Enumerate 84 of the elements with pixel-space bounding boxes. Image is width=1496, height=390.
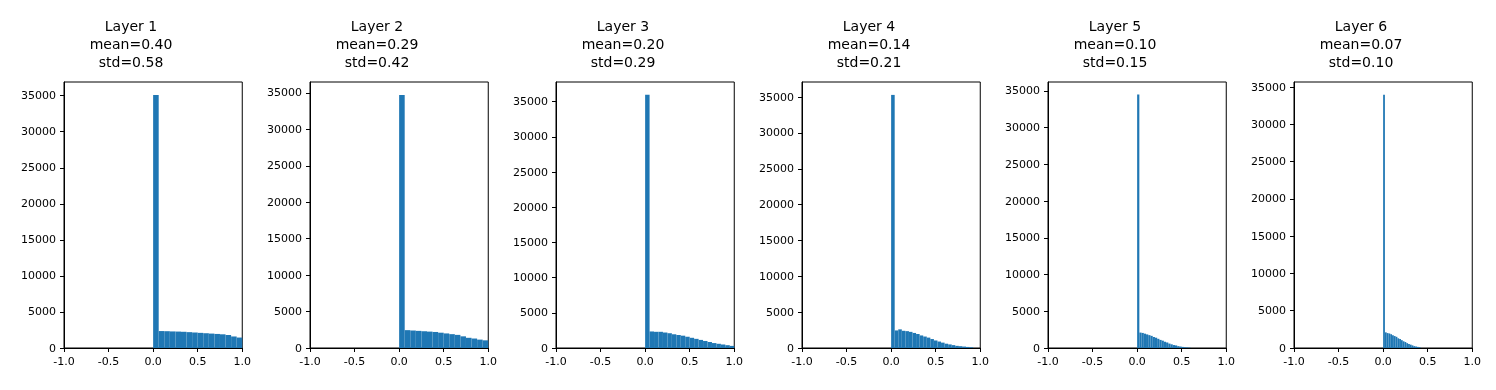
y-tick-label: 5000 <box>766 305 794 319</box>
x-tick-label: 1.0 <box>1217 355 1235 368</box>
x-tick-label: 1.0 <box>479 355 497 368</box>
x-tick-label: -0.5 <box>97 355 120 368</box>
y-tick-label: 15000 <box>759 233 794 247</box>
y-tick-label: 0 <box>787 341 794 355</box>
y-tick-label: 10000 <box>21 269 56 283</box>
chart-title: Layer 3 mean=0.20 std=0.29 <box>581 18 665 70</box>
y-tick-label: 0 <box>1279 341 1286 355</box>
y-tick-label: 20000 <box>267 195 302 209</box>
y-tick-label: 5000 <box>1258 304 1286 318</box>
y-tick-label: 0 <box>49 341 56 355</box>
x-tick-label: -1.0 <box>1037 355 1059 368</box>
x-tick-label: -1.0 <box>53 355 75 368</box>
x-tick-label: -0.5 <box>1327 355 1350 368</box>
x-tick-label: 0.0 <box>1128 355 1146 368</box>
y-tick-label: 25000 <box>1251 155 1286 169</box>
y-tick-label: 20000 <box>1251 192 1286 206</box>
y-tick-label: 20000 <box>513 200 548 214</box>
x-tick-label: -0.5 <box>835 355 858 368</box>
chart-title: Layer 6 mean=0.07 std=0.10 <box>1319 18 1403 70</box>
x-tick-label: 0.0 <box>390 355 408 368</box>
x-tick-label: -1.0 <box>545 355 567 368</box>
y-tick-label: 30000 <box>267 122 302 136</box>
chart-title: Layer 5 mean=0.10 std=0.15 <box>1073 18 1157 70</box>
y-tick-label: 20000 <box>21 197 56 211</box>
x-tick-label: -0.5 <box>343 355 366 368</box>
x-tick-label: -0.5 <box>589 355 612 368</box>
x-tick-label: 0.5 <box>1172 355 1191 368</box>
y-tick-label: 10000 <box>1005 268 1040 282</box>
y-tick-label: 5000 <box>28 305 56 319</box>
x-tick-label: -0.5 <box>1081 355 1104 368</box>
x-tick-label: 0.5 <box>188 355 207 368</box>
chart-title: Layer 1 mean=0.40 std=0.58 <box>89 18 173 70</box>
y-tick-label: 0 <box>1033 341 1040 355</box>
y-tick-label: 30000 <box>759 126 794 140</box>
x-tick-label: 0.5 <box>434 355 453 368</box>
y-tick-label: 0 <box>295 341 302 355</box>
x-tick-label: 1.0 <box>1463 355 1481 368</box>
y-tick-label: 5000 <box>520 306 548 320</box>
x-tick-label: 0.0 <box>144 355 162 368</box>
y-tick-label: 30000 <box>513 130 548 144</box>
y-tick-label: 5000 <box>1012 304 1040 318</box>
y-tick-label: 5000 <box>274 305 302 319</box>
y-tick-label: 35000 <box>513 95 548 109</box>
x-tick-label: 1.0 <box>725 355 743 368</box>
x-tick-label: 0.5 <box>926 355 945 368</box>
y-tick-label: 10000 <box>513 271 548 285</box>
y-tick-label: 35000 <box>1005 84 1040 98</box>
x-tick-label: 1.0 <box>233 355 251 368</box>
y-tick-label: 35000 <box>21 89 56 103</box>
x-tick-label: 0.0 <box>882 355 900 368</box>
y-tick-label: 30000 <box>21 125 56 139</box>
y-tick-label: 20000 <box>759 198 794 212</box>
x-tick-label: 0.0 <box>1374 355 1392 368</box>
x-tick-label: 0.0 <box>636 355 654 368</box>
chart-title: Layer 2 mean=0.29 std=0.42 <box>335 18 419 70</box>
y-tick-label: 0 <box>541 341 548 355</box>
y-tick-label: 35000 <box>1251 80 1286 94</box>
y-tick-label: 15000 <box>1005 231 1040 245</box>
x-tick-label: 0.5 <box>680 355 699 368</box>
y-tick-label: 25000 <box>513 165 548 179</box>
y-tick-label: 10000 <box>267 268 302 282</box>
chart-title: Layer 4 mean=0.14 std=0.21 <box>827 18 911 70</box>
x-tick-label: -1.0 <box>299 355 321 368</box>
y-tick-label: 15000 <box>21 233 56 247</box>
y-tick-label: 15000 <box>267 232 302 246</box>
y-tick-label: 35000 <box>267 86 302 100</box>
y-tick-label: 25000 <box>267 159 302 173</box>
y-tick-label: 30000 <box>1251 117 1286 131</box>
x-tick-label: -1.0 <box>791 355 813 368</box>
y-tick-label: 20000 <box>1005 194 1040 208</box>
y-tick-label: 35000 <box>759 90 794 104</box>
y-tick-label: 10000 <box>1251 266 1286 280</box>
x-tick-label: 0.5 <box>1418 355 1437 368</box>
y-tick-label: 25000 <box>21 161 56 175</box>
y-tick-label: 25000 <box>1005 157 1040 171</box>
y-tick-label: 15000 <box>513 235 548 249</box>
x-tick-label: 1.0 <box>971 355 989 368</box>
y-tick-label: 25000 <box>759 162 794 176</box>
y-tick-label: 30000 <box>1005 121 1040 135</box>
y-tick-label: 15000 <box>1251 229 1286 243</box>
x-tick-label: -1.0 <box>1283 355 1305 368</box>
y-tick-label: 10000 <box>759 269 794 283</box>
